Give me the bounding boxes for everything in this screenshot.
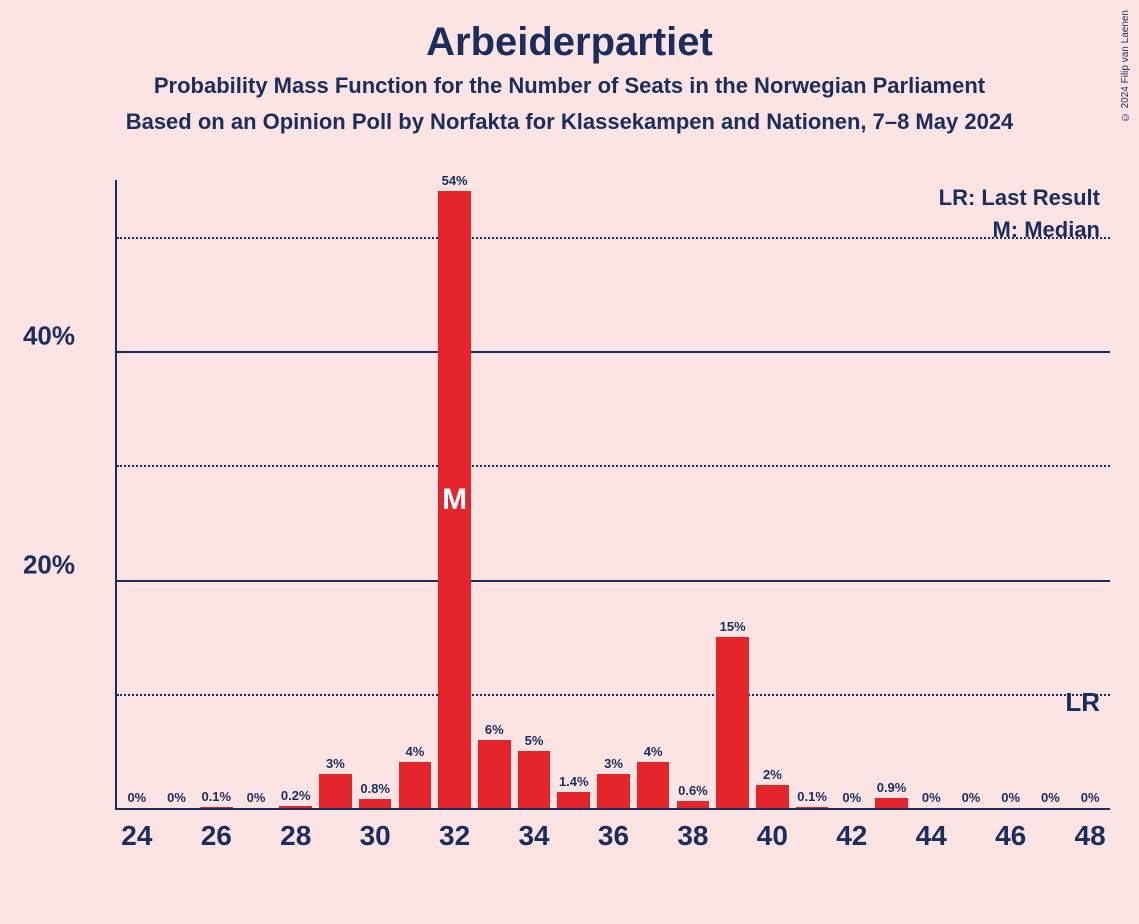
x-axis-label: 38 <box>677 820 708 852</box>
bar-value-label: 0.9% <box>877 780 907 795</box>
bar <box>597 774 630 808</box>
bar-value-label: 0.1% <box>797 789 827 804</box>
x-axis-label: 44 <box>916 820 947 852</box>
bar-value-label: 4% <box>644 744 663 759</box>
bar <box>875 798 908 808</box>
bar <box>518 751 551 808</box>
bar <box>399 762 432 808</box>
x-axis <box>115 808 1110 810</box>
x-axis-label: 46 <box>995 820 1026 852</box>
bar-value-label: 5% <box>525 733 544 748</box>
x-axis-label: 32 <box>439 820 470 852</box>
bar-slot: M54% <box>438 191 471 808</box>
x-axis-label: 34 <box>518 820 549 852</box>
bar-value-label: 1.4% <box>559 774 589 789</box>
bar-slot: 6% <box>478 740 511 809</box>
bar-slot: 0.1% <box>796 807 829 808</box>
bar-slot: 0.1% <box>200 807 233 808</box>
bar-value-label: 0.1% <box>201 789 231 804</box>
bar-slot: 4% <box>637 762 670 808</box>
bar-value-label: 6% <box>485 722 504 737</box>
x-axis-label: 48 <box>1075 820 1106 852</box>
chart-title: Arbeiderpartiet <box>0 0 1139 65</box>
bar <box>319 774 352 808</box>
x-axis-label: 26 <box>201 820 232 852</box>
bar-value-label: 0% <box>962 790 981 805</box>
bar-slot: 2% <box>756 785 789 808</box>
bar-slot: 5% <box>518 751 551 808</box>
bar-value-label: 3% <box>326 756 345 771</box>
bar <box>359 799 392 808</box>
x-axis-label: 42 <box>836 820 867 852</box>
bar-value-label: 0% <box>1001 790 1020 805</box>
bar-value-label: 15% <box>720 619 746 634</box>
bar-value-label: 0.2% <box>281 788 311 803</box>
x-axis-label: 24 <box>121 820 152 852</box>
bar <box>677 801 710 808</box>
chart-plot-area: 20%40% LR: Last Result M: Median LR 0%0%… <box>115 180 1110 810</box>
copyright-text: © 2024 Filip van Laenen <box>1120 10 1131 122</box>
x-axis-label: 40 <box>757 820 788 852</box>
bar <box>200 807 233 808</box>
bar: M <box>438 191 471 808</box>
chart-source: Based on an Opinion Poll by Norfakta for… <box>0 109 1139 135</box>
bar-slot: 0.2% <box>279 806 312 808</box>
bar <box>279 806 312 808</box>
x-axis-labels: 24 26 28 30 32 34 36 38 40 42 44 46 48 <box>117 820 1112 860</box>
bar-slot: 0.6% <box>677 801 710 808</box>
bar <box>756 785 789 808</box>
bar-value-label: 0% <box>1081 790 1100 805</box>
bar-slot: 4% <box>399 762 432 808</box>
y-axis-label: 40% <box>23 321 75 352</box>
bar-value-label: 0% <box>922 790 941 805</box>
bar <box>557 792 590 808</box>
bar-value-label: 4% <box>405 744 424 759</box>
x-axis-label: 30 <box>360 820 391 852</box>
bar-slot: 0.8% <box>359 799 392 808</box>
x-axis-label: 36 <box>598 820 629 852</box>
bar <box>716 637 749 808</box>
bar-value-label: 0% <box>167 790 186 805</box>
bar-value-label: 2% <box>763 767 782 782</box>
bar <box>637 762 670 808</box>
bar-value-label: 0% <box>842 790 861 805</box>
bar-value-label: 0% <box>247 790 266 805</box>
bar <box>796 807 829 808</box>
bar-value-label: 54% <box>442 173 468 188</box>
x-axis-label: 28 <box>280 820 311 852</box>
bar <box>478 740 511 809</box>
bar-value-label: 3% <box>604 756 623 771</box>
bar-value-label: 0.8% <box>360 781 390 796</box>
bar-value-label: 0% <box>1041 790 1060 805</box>
median-marker: M <box>442 483 467 517</box>
bar-value-label: 0% <box>127 790 146 805</box>
bar-slot: 3% <box>597 774 630 808</box>
bar-slot: 0.9% <box>875 798 908 808</box>
chart-subtitle: Probability Mass Function for the Number… <box>0 73 1139 99</box>
bars-container: 0%0%0.1%0%0.2%3%0.8%4%M54%6%5%1.4%3%4%0.… <box>117 180 1110 808</box>
bar-value-label: 0.6% <box>678 783 708 798</box>
bar-slot: 1.4% <box>557 792 590 808</box>
bar-slot: 3% <box>319 774 352 808</box>
y-axis-label: 20% <box>23 549 75 580</box>
bar-slot: 15% <box>716 637 749 808</box>
